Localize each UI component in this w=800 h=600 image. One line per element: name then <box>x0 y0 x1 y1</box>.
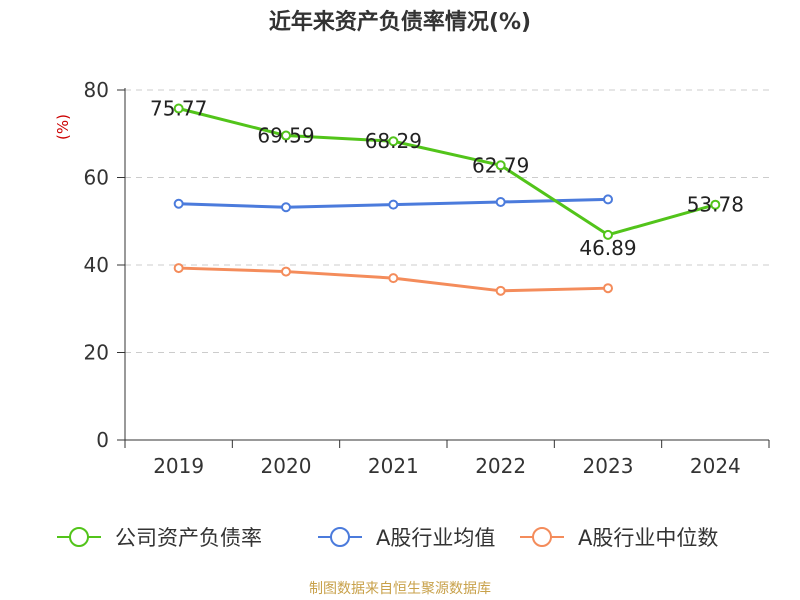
data-point <box>495 285 506 296</box>
data-source-note: 制图数据来自恒生聚源数据库 <box>309 581 491 597</box>
data-point <box>495 160 506 171</box>
data-label: 68.29 <box>365 129 422 153</box>
data-label: 46.89 <box>579 236 636 260</box>
x-tick-label: 2024 <box>690 454 741 478</box>
legend-label: 公司资产负债率 <box>115 526 262 550</box>
data-point <box>173 103 184 114</box>
data-point <box>603 229 613 240</box>
data-point <box>281 130 291 141</box>
data-point <box>710 199 721 210</box>
x-tick-label: 2022 <box>475 454 526 478</box>
data-point <box>603 283 613 294</box>
y-tick-label: 80 <box>84 78 109 102</box>
data-point <box>281 266 291 277</box>
x-tick-label: 2021 <box>368 454 419 478</box>
legend-marker <box>532 527 552 547</box>
legend-marker <box>330 527 350 547</box>
data-point <box>495 197 506 207</box>
data-point <box>281 202 291 213</box>
y-tick-label: 40 <box>84 253 109 277</box>
data-label: 53.78 <box>687 193 744 217</box>
data-point <box>603 194 613 205</box>
y-tick-label: 60 <box>84 166 109 190</box>
data-point <box>173 198 184 209</box>
y-tick-label: 20 <box>84 341 109 365</box>
y-axis-label: (%) <box>54 114 72 140</box>
data-point <box>388 273 399 284</box>
data-label: 69.59 <box>257 124 314 148</box>
legend-label: A股行业均值 <box>376 526 495 550</box>
x-tick-label: 2023 <box>583 454 634 478</box>
legend-marker <box>69 527 89 547</box>
x-tick-label: 2020 <box>261 454 312 478</box>
data-point <box>388 136 399 147</box>
data-label: 75.77 <box>150 97 207 121</box>
y-tick-label: 0 <box>96 428 109 452</box>
data-point <box>173 263 184 274</box>
legend-label: A股行业中位数 <box>578 526 718 550</box>
data-point <box>388 199 399 210</box>
data-label: 62.79 <box>472 153 529 177</box>
chart-title: 近年来资产负债率情况(%) <box>268 10 532 35</box>
x-tick-label: 2019 <box>153 454 204 478</box>
series-line <box>178 107 716 237</box>
